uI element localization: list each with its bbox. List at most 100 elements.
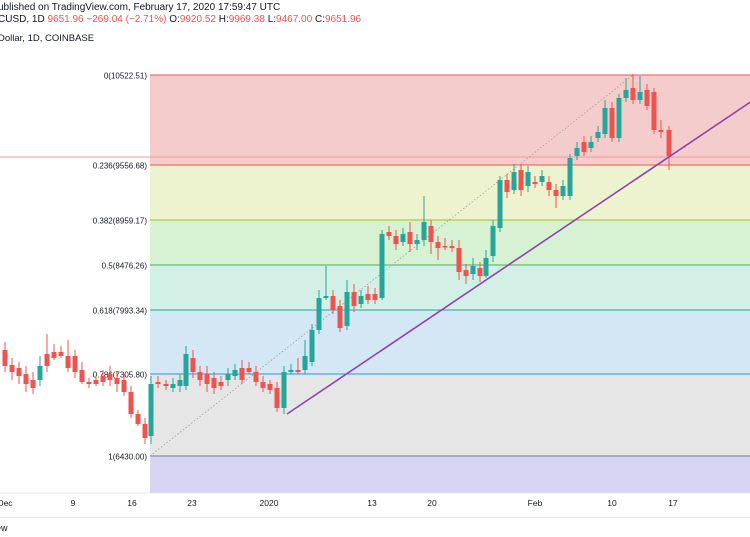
candle-body xyxy=(344,292,350,326)
x-axis-tick-label: 16 xyxy=(127,498,137,508)
candle-body xyxy=(581,142,587,152)
fib-zone xyxy=(150,374,750,456)
instrument-info: Dollar, 1D, COINBASE xyxy=(0,33,95,44)
fib-zone xyxy=(150,165,750,220)
candle-body xyxy=(211,378,217,388)
price-chart[interactable]: 0(10522.51) 0.236(9556.68) 0.382(8959.17) 0… xyxy=(0,46,750,517)
candle-body xyxy=(128,392,134,414)
x-axis-tick-label: 13 xyxy=(367,498,377,508)
fib-level-label: 0(10522.51) xyxy=(104,72,147,81)
candle-body xyxy=(121,380,127,392)
fib-level-label: 0.618(7993.34) xyxy=(93,307,148,316)
fib-level-label: 1(6430.00) xyxy=(108,453,147,462)
ohlc-label-5: C: xyxy=(314,14,325,25)
candle-body xyxy=(428,226,434,242)
candle-body xyxy=(183,354,189,386)
fib-level-label: 0.786(7305.80) xyxy=(93,371,148,380)
ohlc-values: 9651.96 −269.04 (−2.71%) O:9920.52 H:996… xyxy=(47,14,361,25)
x-axis-tick-label: 23 xyxy=(187,498,197,508)
fib-level-label: 0.5(8476.26) xyxy=(102,262,148,271)
x-axis-tick-label: 17 xyxy=(668,498,678,508)
candle-body xyxy=(142,424,148,438)
candle-body xyxy=(407,232,413,244)
ohlc-value-2: 9920.52 xyxy=(179,14,219,25)
candle-body xyxy=(539,176,545,182)
candle-body xyxy=(588,142,594,148)
candle-body xyxy=(44,354,50,366)
candle-body xyxy=(86,382,92,384)
candle-body xyxy=(477,268,483,276)
candle-body xyxy=(637,92,643,100)
fib-level-label: 0.382(8959.17) xyxy=(93,217,148,226)
candle-body xyxy=(532,182,538,184)
candle-body xyxy=(232,370,238,376)
published-info: ublished on TradingView.com, February 17… xyxy=(0,2,281,13)
candle-body xyxy=(100,376,106,382)
candle-body xyxy=(204,374,210,384)
candle-body xyxy=(246,368,252,372)
candle-body xyxy=(630,88,636,100)
x-axis-tick-label: Feb xyxy=(528,498,543,508)
candle-body xyxy=(497,180,503,228)
candle-body xyxy=(365,294,371,300)
x-axis-tick-label: 20 xyxy=(427,498,437,508)
fib-trend-line xyxy=(149,74,634,457)
support-trend-line xyxy=(286,101,750,415)
candle-body xyxy=(644,90,650,106)
candle-body xyxy=(65,356,71,368)
candle-body xyxy=(177,380,183,386)
candle-body xyxy=(595,132,601,138)
candle-body xyxy=(2,350,8,366)
candle-body xyxy=(197,372,203,380)
candle-body xyxy=(107,374,113,380)
candle-body xyxy=(274,388,280,408)
candle-body xyxy=(316,298,322,330)
candle-body xyxy=(302,356,308,370)
candle-body xyxy=(560,186,566,196)
candle-body xyxy=(16,368,22,376)
candle-body xyxy=(135,414,141,424)
candle-body xyxy=(435,242,441,248)
candle-body xyxy=(330,296,336,310)
candle-body xyxy=(666,130,672,156)
fib-zone xyxy=(150,265,750,310)
candle-body xyxy=(351,292,357,306)
ohlc-label-4: L: xyxy=(267,14,277,25)
candle-body xyxy=(490,226,496,256)
candle-body xyxy=(267,384,273,390)
candle-body xyxy=(51,352,57,358)
candle-body xyxy=(379,234,385,298)
candle-body xyxy=(37,366,43,380)
candle-body xyxy=(658,130,664,132)
candle-body xyxy=(525,172,531,186)
bottom-toolbar-label[interactable]: ew xyxy=(0,523,8,533)
candle-body xyxy=(518,170,524,190)
candle-body xyxy=(449,246,455,248)
candle-body xyxy=(553,190,559,196)
fib-zone xyxy=(150,456,750,493)
candle-body xyxy=(463,270,469,276)
x-axis-tick-label: 10 xyxy=(607,498,617,508)
candle-body xyxy=(79,370,85,382)
candle-body xyxy=(114,378,120,384)
candle-body xyxy=(358,296,364,304)
ohlc-value-3: 9969.38 xyxy=(228,14,268,25)
candle-body xyxy=(574,148,580,156)
candle-body xyxy=(23,374,29,384)
candle-body xyxy=(393,236,399,244)
fib-zone xyxy=(150,220,750,265)
candle-body xyxy=(72,356,78,372)
candle-body xyxy=(288,370,294,372)
candle-body xyxy=(546,182,552,190)
x-axis-tick-label: Dec xyxy=(0,498,13,508)
candle-body xyxy=(253,372,259,382)
candle-body xyxy=(602,108,608,134)
candle-body xyxy=(470,266,476,274)
candle-body xyxy=(567,158,573,196)
candle-body xyxy=(616,98,622,138)
candle-body xyxy=(414,240,420,244)
candle-body xyxy=(372,294,378,300)
chart-header: ublished on TradingView.com, February 17… xyxy=(0,0,750,46)
candle-body xyxy=(170,384,176,388)
candle-body xyxy=(337,306,343,328)
